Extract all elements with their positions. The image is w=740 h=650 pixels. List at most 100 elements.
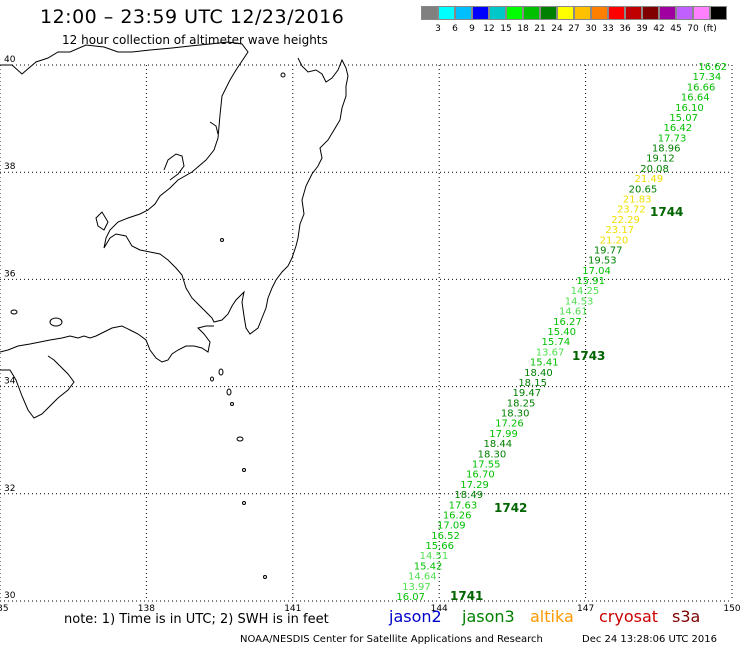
wave-height-value: 17.73 xyxy=(658,133,687,144)
legend-label: 42 xyxy=(653,24,665,34)
legend-swatch xyxy=(455,6,472,20)
legend-swatch xyxy=(608,6,625,20)
graticule xyxy=(0,64,733,602)
wave-height-value: 18.96 xyxy=(652,144,681,155)
wave-height-value: 18.25 xyxy=(507,398,536,409)
wave-height-value: 18.30 xyxy=(478,449,507,460)
map-subtitle: 12 hour collection of altimeter wave hei… xyxy=(62,33,328,47)
legend-label: 39 xyxy=(636,24,648,34)
legend-swatch xyxy=(557,6,574,20)
credit-line: NOAA/NESDIS Center for Satellite Applica… xyxy=(240,634,543,645)
legend-swatch xyxy=(676,6,693,20)
island xyxy=(218,368,224,376)
legend-swatch xyxy=(489,6,506,20)
wave-height-value: 18.49 xyxy=(454,490,483,501)
legend-swatch xyxy=(659,6,676,20)
pass-number: 1741 xyxy=(450,589,483,603)
legend-cryosat: cryosat xyxy=(599,607,659,626)
legend-swatch xyxy=(625,6,642,20)
wave-height-value: 16.26 xyxy=(443,510,472,521)
island xyxy=(220,238,224,242)
island xyxy=(210,376,214,382)
map-title: 12:00 – 23:59 UTC 12/23/2016 xyxy=(40,6,345,28)
legend-label: 33 xyxy=(602,24,614,34)
wave-height-value: 15.41 xyxy=(530,358,559,369)
coastline-noto xyxy=(163,153,185,181)
legend-s3a: s3a xyxy=(672,607,701,626)
coastline-kii xyxy=(0,355,75,419)
island xyxy=(230,402,234,406)
wave-height-value: 23.17 xyxy=(605,225,634,236)
legend-swatch xyxy=(421,6,438,20)
legend-label: 36 xyxy=(619,24,631,34)
wave-height-value: 17.29 xyxy=(460,480,489,491)
wave-height-value: 17.55 xyxy=(472,460,501,471)
longitude-label: 147 xyxy=(577,604,594,614)
wave-height-value: 17.63 xyxy=(449,500,478,511)
legend-jason3: jason3 xyxy=(462,607,515,626)
island xyxy=(236,436,244,442)
coastline-southwest xyxy=(0,325,214,363)
legend-swatch xyxy=(642,6,659,20)
wave-height-value: 18.15 xyxy=(518,378,547,389)
latitude-label: 40 xyxy=(4,55,16,65)
latitude-labels: 40 38 36 34 32 30 xyxy=(4,55,16,601)
coastline-honshu xyxy=(0,41,349,335)
pass-number: 1744 xyxy=(650,205,683,219)
legend-swatch xyxy=(472,6,489,20)
legend-label: 70 xyxy=(687,24,699,34)
pass-labels: 1744 1743 1742 1741 xyxy=(450,205,683,603)
wave-height-value: 17.04 xyxy=(582,266,611,277)
wave-height-value: 16.70 xyxy=(466,470,495,481)
wave-height-value: 16.52 xyxy=(431,531,460,542)
legend-jason2: jason2 xyxy=(389,607,442,626)
legend-swatch xyxy=(574,6,591,20)
legend-label: 30 xyxy=(585,24,597,34)
longitude-label: 144 xyxy=(431,604,448,614)
wave-height-value: 15.91 xyxy=(576,276,605,287)
wave-height-value: 17.99 xyxy=(489,429,518,440)
legend-label: 3 xyxy=(435,24,441,34)
altimeter-track: 16.6217.3416.6616.6416.1015.0716.4217.73… xyxy=(396,62,727,603)
latitude-label: 32 xyxy=(4,484,15,494)
pass-number: 1742 xyxy=(494,501,527,515)
legend-label: 21 xyxy=(534,24,546,34)
legend-label: (ft) xyxy=(703,24,717,34)
legend-label: 18 xyxy=(517,24,529,34)
wave-height-value: 16.07 xyxy=(396,592,425,603)
wave-height-value: 13.97 xyxy=(402,582,431,593)
wave-height-value: 17.34 xyxy=(693,72,722,83)
wave-height-value: 18.30 xyxy=(501,409,530,420)
wave-height-value: 21.49 xyxy=(634,174,663,185)
wave-height-value: 18.40 xyxy=(524,368,553,379)
longitude-label: 141 xyxy=(284,604,301,614)
wave-height-value: 14.25 xyxy=(571,286,600,297)
footnote: note: 1) Time is in UTC; 2) SWH is in fe… xyxy=(64,612,329,627)
wave-height-value: 22.29 xyxy=(611,215,640,226)
wave-height-value: 15.42 xyxy=(414,561,443,572)
wave-height-value: 15.40 xyxy=(547,327,576,338)
wave-height-value: 15.66 xyxy=(425,541,454,552)
wave-height-value: 20.08 xyxy=(640,164,669,175)
longitude-label: 135 xyxy=(0,604,9,614)
wave-height-value: 16.27 xyxy=(553,317,582,328)
wave-height-value: 21.83 xyxy=(623,195,652,206)
wave-height-value: 15.07 xyxy=(669,113,698,124)
wave-height-value: 18.44 xyxy=(483,439,512,450)
wave-height-value: 21.20 xyxy=(600,235,629,246)
longitude-label: 138 xyxy=(138,604,155,614)
wave-height-value: 19.77 xyxy=(594,245,623,256)
legend-swatch xyxy=(540,6,557,20)
wave-height-value: 16.66 xyxy=(687,82,716,93)
legend-swatch xyxy=(591,6,608,20)
latitude-label: 30 xyxy=(4,591,16,601)
longitude-labels: 135 138 141 144 147 150 xyxy=(0,604,740,614)
generated-timestamp: Dec 24 13:28:06 UTC 2016 xyxy=(582,634,717,645)
wave-height-value: 19.12 xyxy=(646,154,675,165)
wave-height-value: 16.64 xyxy=(681,93,710,104)
wave-height-value: 16.62 xyxy=(698,62,727,73)
legend-label: 27 xyxy=(568,24,580,34)
island xyxy=(226,388,232,396)
longitude-label: 150 xyxy=(723,604,740,614)
